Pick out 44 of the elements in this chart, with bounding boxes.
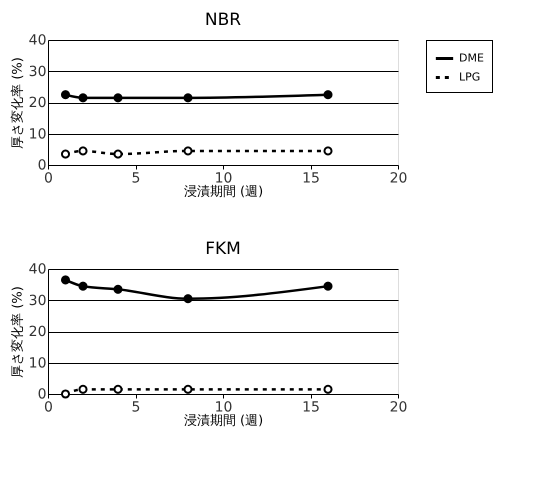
y-tick-label: 40 (28, 32, 46, 48)
y-tick-label: 10 (28, 126, 46, 142)
y-tick-label: 20 (28, 95, 46, 111)
y-tick-label: 0 (38, 158, 46, 174)
point (113, 284, 123, 294)
point (60, 275, 70, 284)
legend-label: DME (459, 52, 484, 64)
x-tick-label: 15 (302, 400, 320, 416)
y-tick-label: 40 (28, 262, 46, 278)
y-axis-title: 厚さ変化率 (%) (10, 57, 26, 149)
y-tick-label: 20 (28, 324, 46, 340)
x-tick-label: 5 (132, 170, 140, 186)
y-tick-label: 10 (28, 355, 46, 372)
y-tick-label: 30 (28, 292, 46, 309)
x-tick-label: 15 (302, 170, 320, 186)
point (78, 384, 88, 394)
point (60, 150, 70, 159)
chart-title: FKM (205, 239, 241, 259)
point (113, 93, 123, 102)
y-tick-label: 0 (38, 386, 46, 402)
point (113, 150, 123, 159)
point (60, 90, 70, 100)
point (323, 282, 333, 291)
point (183, 294, 193, 304)
x-tick-label: 20 (390, 170, 408, 186)
x-tick-label: 20 (390, 400, 408, 416)
chart-title: NBR (204, 10, 242, 30)
point (323, 90, 333, 100)
point (78, 93, 88, 102)
y-axis-title: 厚さ変化率 (%) (10, 286, 26, 378)
y-tick-label: 30 (28, 64, 46, 80)
x-tick-label: 5 (132, 400, 140, 416)
point (323, 146, 333, 156)
point (113, 384, 123, 394)
point (78, 146, 88, 156)
point (183, 146, 193, 156)
point (183, 93, 193, 102)
point (323, 384, 333, 394)
point (78, 282, 88, 291)
point (183, 384, 193, 394)
legend-label: LPG (459, 70, 480, 84)
x-axis-title: 浸漬期間 (週) (184, 414, 264, 428)
point (60, 389, 70, 399)
x-axis-title: 浸漬期間 (週) (184, 184, 264, 200)
